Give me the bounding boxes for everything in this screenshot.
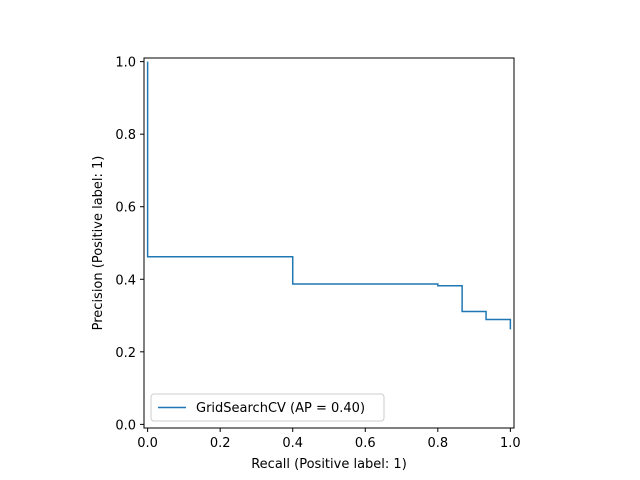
x-axis-label: Recall (Positive label: 1) — [251, 457, 407, 472]
axes-border — [143, 57, 515, 429]
x-tick-label: 1.0 — [500, 436, 521, 451]
y-axis-ticks: 0.0 0.2 0.4 0.6 0.8 1.0 — [115, 56, 144, 433]
y-tick-label: 0.0 — [115, 418, 136, 433]
legend: GridSearchCV (AP = 0.40) — [150, 393, 385, 422]
x-tick-label: 0.6 — [355, 436, 376, 451]
y-tick-label: 1.0 — [115, 56, 136, 71]
x-axis-ticks: 0.0 0.2 0.4 0.6 0.8 1.0 — [137, 428, 521, 451]
series-line-0 — [146, 61, 512, 330]
y-tick-label: 0.6 — [115, 201, 136, 216]
x-tick-label: 0.8 — [427, 436, 448, 451]
curve-layer — [146, 61, 512, 330]
axes-frame — [143, 57, 515, 429]
x-tick-label: 0.2 — [210, 436, 231, 451]
y-tick-label: 0.4 — [115, 273, 136, 288]
legend-label: GridSearchCV (AP = 0.40) — [196, 401, 365, 416]
plot-area — [144, 58, 514, 428]
y-tick-label: 0.8 — [115, 128, 136, 143]
y-tick-label: 0.2 — [115, 346, 136, 361]
legend-box — [150, 393, 385, 422]
x-tick-label: 0.4 — [282, 436, 303, 451]
y-axis-label: Precision (Positive label: 1) — [91, 156, 106, 331]
x-tick-label: 0.0 — [137, 436, 158, 451]
